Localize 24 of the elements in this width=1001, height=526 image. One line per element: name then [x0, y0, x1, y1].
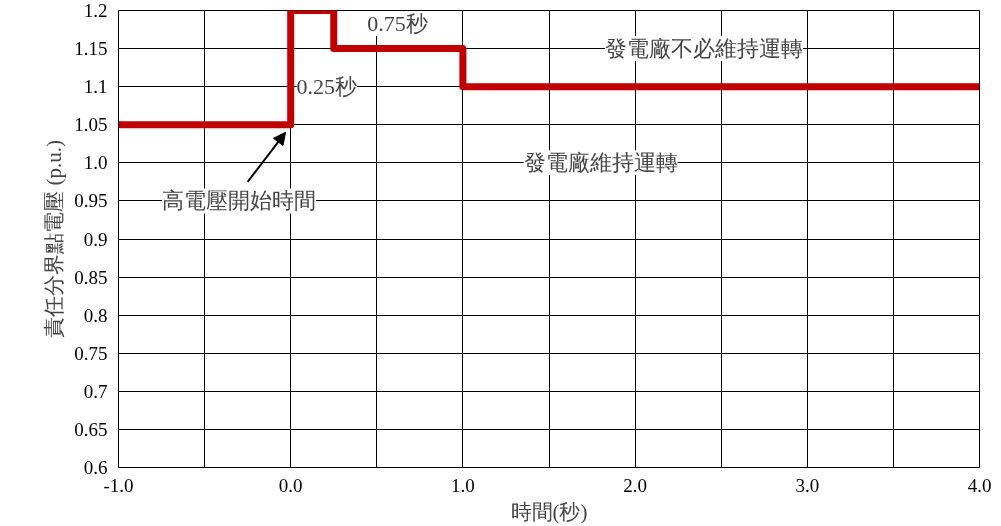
y-tick-label: 1.0 [83, 152, 108, 174]
y-tick-label: 0.75 [74, 342, 108, 364]
x-tick-label: 2.0 [623, 474, 647, 496]
annotation: 發電廠不必維持運轉 [604, 36, 803, 62]
annotation: 高電壓開始時間 [162, 188, 317, 214]
y-tick-label: 0.9 [83, 228, 108, 250]
y-tick-label: 1.1 [83, 76, 108, 98]
y-tick-label: 0.95 [74, 190, 108, 212]
y-tick-label: 0.85 [74, 266, 108, 288]
annotation: 0.75秒 [367, 10, 428, 36]
x-tick-label: 1.0 [451, 474, 475, 496]
x-tick-label: 4.0 [967, 474, 992, 496]
y-tick-label: 1.15 [74, 38, 108, 60]
annotation: 發電廠維持運轉 [523, 150, 678, 176]
annotation: 0.25秒 [296, 74, 358, 100]
y-axis-title: 責任分界點電壓 (p.u.) [42, 140, 67, 338]
x-axis-title: 時間(秒) [510, 499, 588, 524]
y-tick-label: 0.7 [83, 380, 108, 402]
y-tick-label: 0.8 [83, 304, 108, 326]
y-tick-label: 1.2 [83, 0, 108, 21]
y-tick-label: 0.65 [74, 418, 108, 440]
x-tick-label: 3.0 [795, 474, 820, 496]
y-tick-label: 1.05 [74, 114, 108, 136]
x-tick-label: 0.0 [278, 474, 303, 496]
